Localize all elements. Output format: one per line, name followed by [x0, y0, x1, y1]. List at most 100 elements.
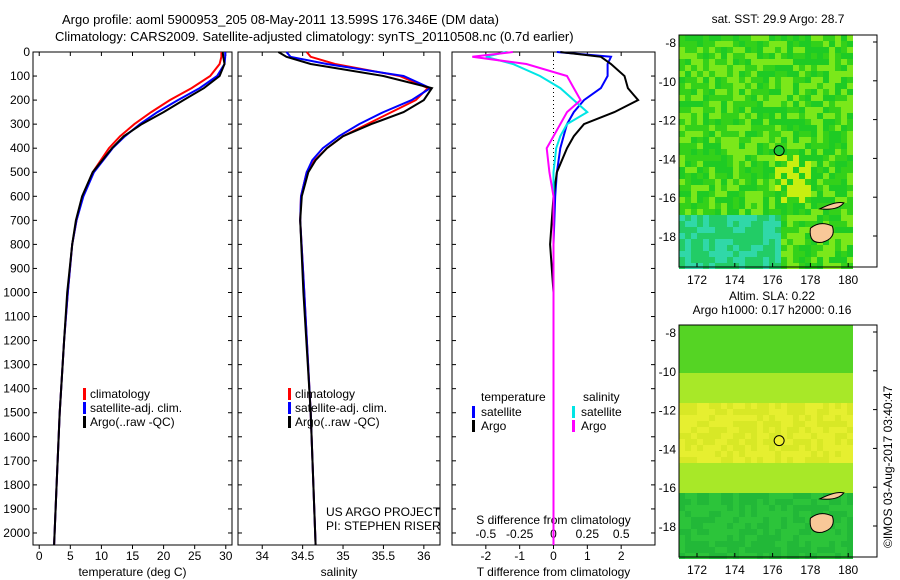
map-cell	[805, 257, 811, 263]
map-cell	[703, 221, 709, 227]
map-cell	[727, 89, 733, 95]
map-cell	[763, 427, 769, 433]
map-cell	[787, 379, 793, 385]
map-cell	[697, 535, 703, 541]
map-cell	[841, 355, 847, 361]
map-cell	[727, 77, 733, 83]
map-cell	[757, 553, 763, 559]
map-cell	[805, 541, 811, 547]
map-cell	[709, 77, 715, 83]
map-cell	[697, 257, 703, 263]
map-cell	[817, 457, 823, 463]
map-cell	[685, 517, 691, 523]
map-cell	[757, 523, 763, 529]
map-cell	[727, 433, 733, 439]
map-cell	[805, 385, 811, 391]
map-cell	[841, 191, 847, 197]
y-tick-label: 1600	[3, 430, 30, 444]
map-cell	[691, 541, 697, 547]
map-cell	[841, 239, 847, 245]
map-cell	[781, 337, 787, 343]
map-cell	[691, 83, 697, 89]
map-cell	[715, 167, 721, 173]
map-cell	[787, 331, 793, 337]
map-cell	[697, 415, 703, 421]
map-cell	[739, 155, 745, 161]
map-cell	[763, 481, 769, 487]
map-cell	[715, 263, 721, 269]
map-cell	[829, 35, 835, 41]
map-cell	[757, 475, 763, 481]
map-cell	[775, 47, 781, 53]
map-lat-label: -16	[659, 481, 677, 495]
map-cell	[829, 415, 835, 421]
map-cell	[829, 391, 835, 397]
map-cell	[811, 155, 817, 161]
map-cell	[757, 101, 763, 107]
map-cell	[697, 107, 703, 113]
map-cell	[739, 355, 745, 361]
map-cell	[679, 337, 685, 343]
map-cell	[739, 535, 745, 541]
map-cell	[727, 511, 733, 517]
map-cell	[697, 337, 703, 343]
map-cell	[715, 325, 721, 331]
map-cell	[769, 35, 775, 41]
map-cell	[793, 119, 799, 125]
map-cell	[847, 463, 853, 469]
map-cell	[769, 239, 775, 245]
map-cell	[805, 379, 811, 385]
map-cell	[769, 397, 775, 403]
map-cell	[697, 191, 703, 197]
map-cell	[745, 95, 751, 101]
map-cell	[703, 203, 709, 209]
map-cell	[715, 415, 721, 421]
map-cell	[691, 131, 697, 137]
map-cell	[703, 367, 709, 373]
map-cell	[721, 355, 727, 361]
map-cell	[847, 215, 853, 221]
map-cell	[811, 95, 817, 101]
map-cell	[703, 541, 709, 547]
map-cell	[727, 227, 733, 233]
map-cell	[835, 263, 841, 269]
map-cell	[811, 65, 817, 71]
map-cell	[847, 119, 853, 125]
map-cell	[793, 209, 799, 215]
map-cell	[715, 379, 721, 385]
map-cell	[799, 131, 805, 137]
map-cell	[715, 101, 721, 107]
map-cell	[787, 173, 793, 179]
map-cell	[697, 227, 703, 233]
map-cell	[709, 511, 715, 517]
map-cell	[715, 487, 721, 493]
map-cell	[805, 325, 811, 331]
map-cell	[745, 221, 751, 227]
map-cell	[685, 137, 691, 143]
map-cell	[721, 541, 727, 547]
map-cell	[847, 137, 853, 143]
map-cell	[781, 245, 787, 251]
map-cell	[685, 469, 691, 475]
map-cell	[781, 185, 787, 191]
map-cell	[781, 343, 787, 349]
map-cell	[727, 535, 733, 541]
map-cell	[703, 409, 709, 415]
map-cell	[691, 439, 697, 445]
map-cell	[691, 463, 697, 469]
map-cell	[721, 547, 727, 553]
map-cell	[799, 125, 805, 131]
map-cell	[757, 367, 763, 373]
map-cell	[775, 427, 781, 433]
map-cell	[697, 251, 703, 257]
map-cell	[721, 65, 727, 71]
map-cell	[751, 529, 757, 535]
map-cell	[835, 251, 841, 257]
map-lon-label: 174	[725, 563, 745, 577]
map-cell	[745, 125, 751, 131]
map-cell	[781, 469, 787, 475]
map-cell	[763, 367, 769, 373]
map-cell	[745, 397, 751, 403]
map-cell	[805, 493, 811, 499]
map-cell	[805, 239, 811, 245]
